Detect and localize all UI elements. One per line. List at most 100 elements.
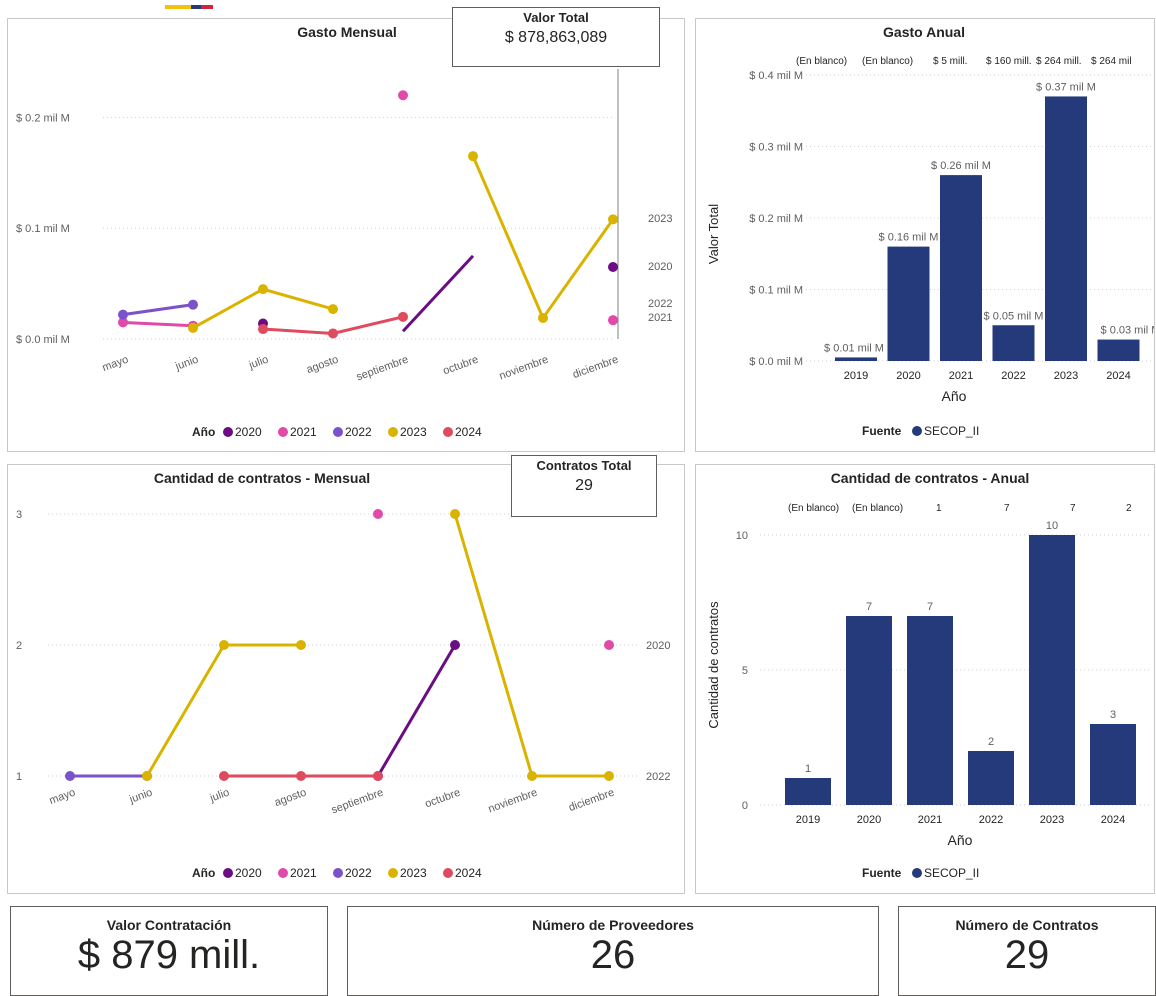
x-tick-label: 2019 [844,370,868,382]
x-tick-label: 2020 [896,370,920,382]
top-label: $ 160 mill. [986,56,1032,67]
x-tick-label: mayo [48,787,77,807]
x-tick-label: 2021 [949,370,973,382]
numero-contratos-value: 29 [1004,933,1050,977]
end-label: 2022 [648,298,672,310]
data-point-2023 [604,771,614,781]
series-line-2022 [122,303,194,317]
top-label: 7 [1070,503,1076,514]
data-point-2023 [527,771,537,781]
x-tick-label: 2023 [1040,814,1064,826]
legend-marker-2022 [333,868,343,878]
top-label: (En blanco) [788,503,839,514]
top-label: 1 [936,503,942,514]
valor-contratacion-title: Valor Contratación [106,917,232,933]
contratos-total-kpi: Contratos Total 29 [511,455,657,517]
gasto-anual-chart: Gasto Anual (En blanco) (En blanco) $ 5 mil… [706,24,1156,438]
data-label: 2 [988,736,994,748]
chart-title: Gasto Mensual [297,24,397,40]
data-point-2023 [328,304,338,315]
legend-marker-2020 [223,427,233,437]
data-point-2023 [258,284,268,295]
y-tick-label: $ 0.2 mil M [749,213,803,225]
x-tick-label: 2024 [1101,814,1125,826]
top-label: 7 [1004,503,1010,514]
legend-marker-2020 [223,868,233,878]
data-point-2024 [219,771,229,781]
data-point-2024 [258,324,268,335]
bar-2020 [846,616,892,805]
legend-marker-2023 [388,427,398,437]
y-tick-label: $ 0.0 mil M [749,356,803,368]
y-tick-label: 0 [742,800,748,812]
numero-contratos-title: Número de Contratos [955,917,1099,933]
x-tick-label: junio [173,354,200,374]
bar-2019 [785,778,831,805]
top-label: $ 5 mill. [933,56,967,67]
data-label: 1 [805,763,811,775]
x-tick-label: 2020 [857,814,881,826]
cantidad-mensual-panel: Cantidad de contratos - Mensual 1 2 3 mayo ju… [7,464,685,894]
numero-proveedores-value: 26 [590,933,636,977]
x-axis-label: Año [942,388,967,404]
bar-2024 [1090,724,1136,805]
data-point-2022 [118,309,128,320]
end-label: 2022 [646,771,670,783]
x-tick-label: noviembre [498,354,550,383]
data-point-2024 [296,771,306,781]
data-point-2024 [328,328,338,339]
chart-title: Cantidad de contratos - Mensual [154,470,370,486]
bar-2023 [1045,96,1087,361]
series-line-2020 [376,644,457,777]
data-point-2023 [142,771,152,781]
valor-total-title: Valor Total [523,10,589,25]
y-tick-label: 10 [736,530,748,542]
x-tick-label: julio [247,354,270,372]
legend-label-2023: 2023 [400,866,427,880]
x-tick-label: septiembre [355,354,410,384]
numero-proveedores-card: Número de Proveedores 26 [347,906,879,996]
x-tick-label: 2021 [918,814,942,826]
legend-title: Fuente [862,866,902,880]
x-tick-label: julio [208,787,231,805]
data-point-2021 [604,640,614,650]
cantidad-anual-chart: Cantidad de contratos - Anual (En blanco)… [706,470,1151,880]
y-tick-label: $ 0.2 mil M [16,112,70,124]
data-point-2021 [398,90,408,101]
gasto-mensual-chart: Gasto Mensual $ 0.0 mil M $ 0.1 mil M $ 0.2… [16,24,672,439]
x-tick-label: diciembre [571,354,620,382]
cantidad-anual-panel: Cantidad de contratos - Anual (En blanco)… [695,464,1155,894]
bar-2024 [1097,339,1140,361]
top-label: (En blanco) [862,56,913,67]
top-label: 2 [1126,503,1132,514]
end-label: 2020 [648,261,672,273]
data-point-2023 [450,509,460,519]
y-tick-label: $ 0.4 mil M [749,70,803,82]
top-label: $ 264 mil [1091,56,1132,67]
x-tick-label: 2024 [1106,370,1130,382]
series-line-2021 [122,320,194,328]
x-tick-label: 2019 [796,814,820,826]
x-tick-label: agosto [273,787,308,810]
chart-title: Cantidad de contratos - Anual [831,470,1030,486]
legend-title: Año [192,866,215,880]
x-tick-label: junio [127,787,154,807]
series-line-2020 [401,254,475,333]
data-label: 7 [866,601,872,613]
x-tick-label: mayo [101,354,130,374]
bar-2021 [907,616,953,805]
legend-marker-2023 [388,868,398,878]
data-point-2023 [538,312,548,323]
y-tick-label: $ 0.1 mil M [749,285,803,297]
x-tick-label: diciembre [567,787,616,815]
end-label: 2023 [648,213,672,225]
contratos-total-title: Contratos Total [536,458,632,473]
data-point-2024 [398,311,408,322]
x-tick-label: noviembre [487,787,539,816]
numero-contratos-card: Número de Contratos 29 [898,906,1156,996]
y-tick-label: $ 0.1 mil M [16,223,70,235]
bar-2022 [968,751,1014,805]
data-point-2023 [608,214,618,225]
data-point-2021 [608,315,618,326]
x-tick-label: octubre [441,354,480,378]
